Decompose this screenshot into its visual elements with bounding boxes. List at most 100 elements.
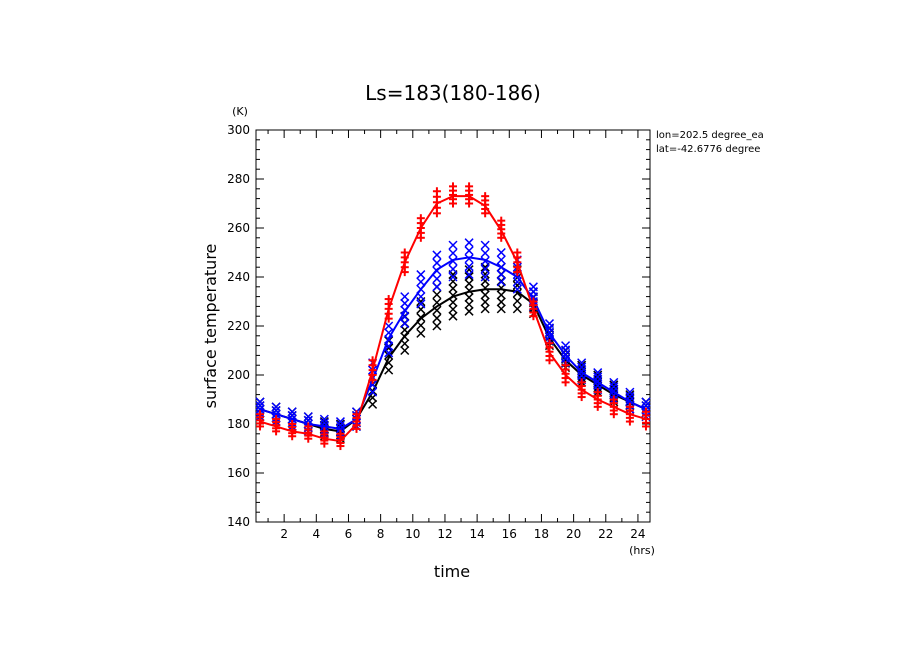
x-marker (496, 304, 506, 314)
x-marker (464, 292, 474, 302)
y-tick-label: 300 (227, 123, 250, 137)
y-tick-label: 200 (227, 368, 250, 382)
y-tick-label: 220 (227, 319, 250, 333)
x-marker (464, 238, 474, 248)
x-marker (416, 277, 426, 287)
x-marker (303, 412, 313, 422)
x-marker (287, 407, 297, 417)
x-marker (384, 321, 394, 331)
x-marker (432, 258, 442, 268)
x-marker (384, 348, 394, 358)
x-marker (432, 250, 442, 260)
x-marker (432, 290, 442, 300)
x-marker (464, 270, 474, 280)
x-marker (255, 397, 265, 407)
x-marker (480, 297, 490, 307)
x-tick-label: 24 (630, 527, 645, 541)
x-marker (496, 270, 506, 280)
x-marker (448, 248, 458, 258)
x-marker (400, 298, 410, 308)
x-marker (448, 283, 458, 293)
x-unit-label: (hrs) (629, 544, 655, 557)
x-marker (400, 312, 410, 322)
x-marker (255, 401, 265, 411)
x-marker (448, 256, 458, 266)
x-marker (625, 387, 635, 397)
x-marker (400, 345, 410, 356)
x-marker (448, 297, 458, 307)
x-marker (480, 240, 490, 250)
x-tick-label: 4 (312, 527, 320, 541)
x-marker (480, 264, 490, 274)
y-tick-label: 280 (227, 172, 250, 186)
x-marker (384, 365, 394, 375)
x-marker (319, 414, 329, 424)
x-marker (432, 274, 442, 284)
x-tick-label: 16 (502, 527, 517, 541)
x-marker (496, 247, 506, 258)
x-marker (416, 299, 426, 309)
x-marker (464, 306, 474, 316)
series-line (259, 256, 647, 430)
x-marker (641, 397, 651, 407)
series-0 (255, 262, 651, 444)
x-tick-label: 20 (566, 527, 581, 541)
x-marker (496, 290, 506, 300)
annotation-lat: lat=-42.6776 degree (656, 144, 760, 155)
x-marker (271, 402, 281, 412)
x-marker (335, 417, 345, 427)
x-marker (512, 280, 522, 290)
x-marker (384, 328, 394, 338)
x-marker (528, 282, 538, 292)
x-tick-label: 12 (437, 527, 452, 541)
x-axis-title: time (434, 562, 470, 581)
x-marker (384, 341, 394, 351)
x-marker (480, 248, 490, 258)
x-marker (432, 321, 442, 331)
series-2 (256, 182, 650, 451)
x-tick-label: 8 (377, 527, 385, 541)
y-tick-label: 260 (227, 221, 250, 235)
x-marker (448, 304, 458, 314)
series-line (259, 195, 647, 443)
x-marker (432, 313, 442, 323)
x-tick-label: 10 (405, 527, 420, 541)
chart-title: Ls=183(180-186) (365, 81, 541, 105)
x-marker (512, 304, 522, 314)
x-marker (464, 279, 474, 289)
x-marker (400, 292, 410, 302)
series-1 (255, 238, 651, 441)
x-tick-label: 2 (280, 527, 288, 541)
x-marker (464, 299, 474, 309)
x-marker (561, 341, 571, 351)
series-line (259, 288, 647, 433)
x-marker (432, 305, 442, 315)
x-marker (496, 297, 506, 307)
y-unit-label: (K) (232, 105, 248, 118)
x-marker (464, 272, 474, 282)
data-layer (255, 182, 651, 451)
x-marker (432, 297, 442, 308)
x-marker (480, 256, 490, 266)
x-marker (609, 377, 619, 387)
x-marker (368, 399, 378, 409)
x-marker (400, 319, 410, 329)
y-tick-label: 160 (227, 466, 250, 480)
y-tick-label: 180 (227, 417, 250, 431)
x-tick-label: 18 (534, 527, 549, 541)
x-marker (464, 254, 474, 264)
x-marker (416, 320, 426, 330)
y-axis-title: surface temperature (201, 244, 220, 409)
x-marker (480, 276, 490, 286)
x-marker (480, 290, 490, 300)
x-marker (496, 277, 506, 287)
x-tick-label: 22 (598, 527, 613, 541)
x-marker (368, 387, 378, 397)
x-tick-label: 6 (345, 527, 353, 541)
annotation-lon: lon=202.5 degree_ea (656, 130, 764, 141)
x-marker (512, 284, 522, 294)
x-marker (448, 311, 458, 321)
x-marker (464, 246, 474, 256)
